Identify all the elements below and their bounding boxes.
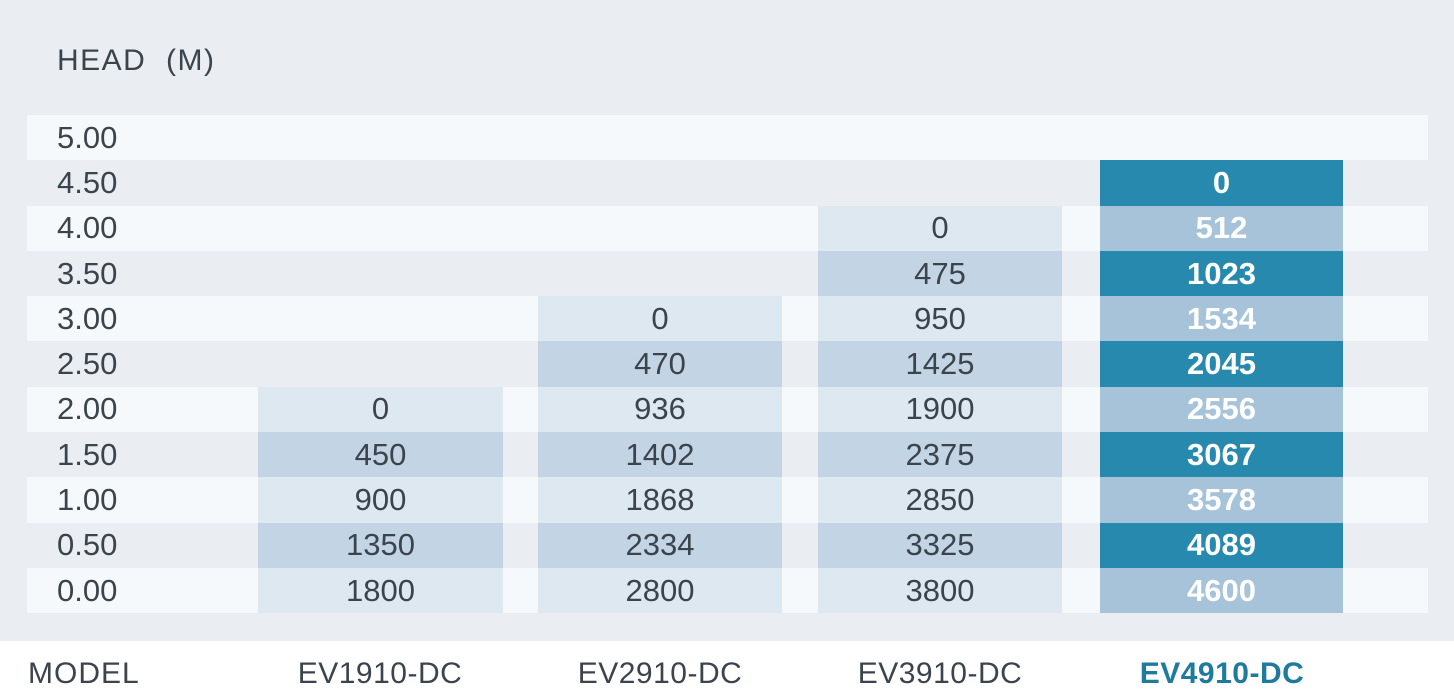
table-title: HEAD (M)	[57, 44, 216, 77]
flow-cell-ev4910-dc: 512	[1100, 205, 1343, 251]
flow-cell-ev3910-dc: 1900	[818, 386, 1062, 433]
flow-cell-ev2910-dc: 936	[538, 386, 782, 433]
flow-cell-ev3910-dc: 1425	[818, 341, 1062, 387]
head-value-label: 1.50	[57, 436, 118, 472]
model-row-header: MODEL	[28, 657, 140, 691]
flow-cell-ev3910-dc: 3800	[818, 567, 1062, 614]
flow-cell-ev2910-dc: 2800	[538, 567, 782, 614]
model-label-ev1910-dc: EV1910-DC	[297, 657, 463, 691]
table-row: 3.00 0 950 1534	[27, 296, 1428, 342]
head-value-label: 2.50	[57, 346, 118, 382]
flow-cell-ev4910-dc: 1534	[1100, 296, 1343, 342]
head-value-label: 5.00	[57, 119, 118, 155]
head-value-label: 4.50	[57, 164, 118, 200]
flow-cell-ev3910-dc: 475	[818, 250, 1062, 297]
flow-cell-ev1910-dc: 1350	[258, 522, 503, 568]
flow-cell-ev4910-dc: 2045	[1100, 341, 1343, 387]
table-row: 5.00	[27, 115, 1428, 161]
flow-cell-ev1910-dc: 0	[258, 386, 503, 433]
model-row: MODEL EV1910-DC EV2910-DC EV3910-DC EV4910-…	[0, 641, 1454, 700]
head-flow-table-panel: HEAD (M) 5.00 4.50 0 4.00 0 512 3.50 475 1023 3.0…	[0, 0, 1454, 641]
table-row: 3.50 475 1023	[27, 250, 1428, 297]
flow-cell-ev4910-dc: 4600	[1100, 567, 1343, 614]
flow-cell-ev3910-dc: 2850	[818, 477, 1062, 523]
flow-cell-ev2910-dc: 1868	[538, 477, 782, 523]
flow-cell-ev4910-dc: 4089	[1100, 522, 1343, 568]
flow-cell-ev4910-dc: 3067	[1100, 432, 1343, 478]
flow-cell-ev1910-dc: 450	[258, 432, 503, 478]
head-value-label: 2.00	[57, 391, 118, 427]
flow-cell-ev3910-dc: 2375	[818, 432, 1062, 478]
head-value-label: 0.50	[57, 527, 118, 563]
table-row: 0.50 1350 2334 3325 4089	[27, 522, 1428, 568]
model-label-ev3910-dc: EV3910-DC	[857, 657, 1023, 691]
head-value-label: 0.00	[57, 572, 118, 608]
table-row: 2.00 0 936 1900 2556	[27, 386, 1428, 433]
table-row: 2.50 470 1425 2045	[27, 341, 1428, 387]
flow-cell-ev2910-dc: 1402	[538, 432, 782, 478]
flow-cell-ev2910-dc: 0	[538, 296, 782, 342]
flow-cell-ev3910-dc: 0	[818, 205, 1062, 251]
flow-cell-ev3910-dc: 3325	[818, 522, 1062, 568]
model-label-ev4910-dc: EV4910-DC	[1139, 657, 1305, 691]
head-flow-table: 5.00 4.50 0 4.00 0 512 3.50 475 1023 3.00 0 950 1534…	[27, 115, 1428, 614]
flow-cell-ev2910-dc: 470	[538, 341, 782, 387]
head-value-label: 1.00	[57, 482, 118, 518]
flow-cell-ev1910-dc: 900	[258, 477, 503, 523]
flow-cell-ev4910-dc: 3578	[1100, 477, 1343, 523]
flow-cell-ev4910-dc: 0	[1100, 160, 1343, 206]
head-value-label: 4.00	[57, 210, 118, 246]
model-label-ev2910-dc: EV2910-DC	[577, 657, 743, 691]
flow-cell-ev4910-dc: 2556	[1100, 386, 1343, 433]
table-row: 4.50 0	[27, 160, 1428, 206]
table-row: 1.50 450 1402 2375 3067	[27, 432, 1428, 478]
table-row: 1.00 900 1868 2850 3578	[27, 477, 1428, 523]
flow-cell-ev2910-dc: 2334	[538, 522, 782, 568]
flow-cell-ev3910-dc: 950	[818, 296, 1062, 342]
table-row: 0.00 1800 2800 3800 4600	[27, 567, 1428, 614]
table-row: 4.00 0 512	[27, 205, 1428, 251]
head-value-label: 3.50	[57, 255, 118, 291]
head-value-label: 3.00	[57, 300, 118, 336]
flow-cell-ev4910-dc: 1023	[1100, 250, 1343, 297]
flow-cell-ev1910-dc: 1800	[258, 567, 503, 614]
